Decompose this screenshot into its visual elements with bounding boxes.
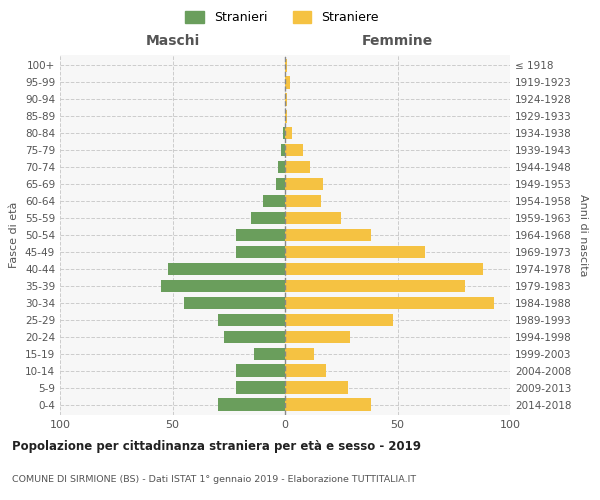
Bar <box>285 348 314 360</box>
Bar <box>184 296 285 310</box>
Bar <box>161 280 285 292</box>
Bar <box>285 194 321 207</box>
Bar <box>285 280 465 292</box>
Bar <box>285 246 425 258</box>
Bar <box>285 296 494 310</box>
Bar <box>218 398 285 411</box>
Legend: Stranieri, Straniere: Stranieri, Straniere <box>185 11 379 24</box>
Text: COMUNE DI SIRMIONE (BS) - Dati ISTAT 1° gennaio 2019 - Elaborazione TUTTITALIA.I: COMUNE DI SIRMIONE (BS) - Dati ISTAT 1° … <box>12 475 416 484</box>
Bar <box>285 144 303 156</box>
Bar <box>285 160 310 173</box>
Bar <box>235 228 285 241</box>
Bar <box>254 348 285 360</box>
Bar <box>283 126 285 140</box>
Bar <box>285 382 348 394</box>
Bar <box>263 194 285 207</box>
Bar <box>235 364 285 377</box>
Y-axis label: Anni di nascita: Anni di nascita <box>578 194 588 276</box>
Bar <box>285 398 371 411</box>
Bar <box>285 126 292 140</box>
Bar <box>235 246 285 258</box>
Bar <box>168 262 285 276</box>
Text: Femmine: Femmine <box>362 34 433 48</box>
Text: Maschi: Maschi <box>145 34 200 48</box>
Bar <box>285 314 393 326</box>
Bar <box>285 76 290 88</box>
Bar <box>285 262 483 276</box>
Bar <box>285 110 287 122</box>
Bar <box>235 382 285 394</box>
Bar <box>285 212 341 224</box>
Bar <box>224 330 285 344</box>
Bar <box>281 144 285 156</box>
Text: Popolazione per cittadinanza straniera per età e sesso - 2019: Popolazione per cittadinanza straniera p… <box>12 440 421 453</box>
Bar <box>285 228 371 241</box>
Bar <box>276 178 285 190</box>
Bar <box>285 330 350 344</box>
Bar <box>218 314 285 326</box>
Y-axis label: Fasce di età: Fasce di età <box>10 202 19 268</box>
Bar <box>251 212 285 224</box>
Bar <box>278 160 285 173</box>
Bar <box>285 93 287 106</box>
Bar <box>285 178 323 190</box>
Bar <box>285 59 287 72</box>
Bar <box>285 364 325 377</box>
